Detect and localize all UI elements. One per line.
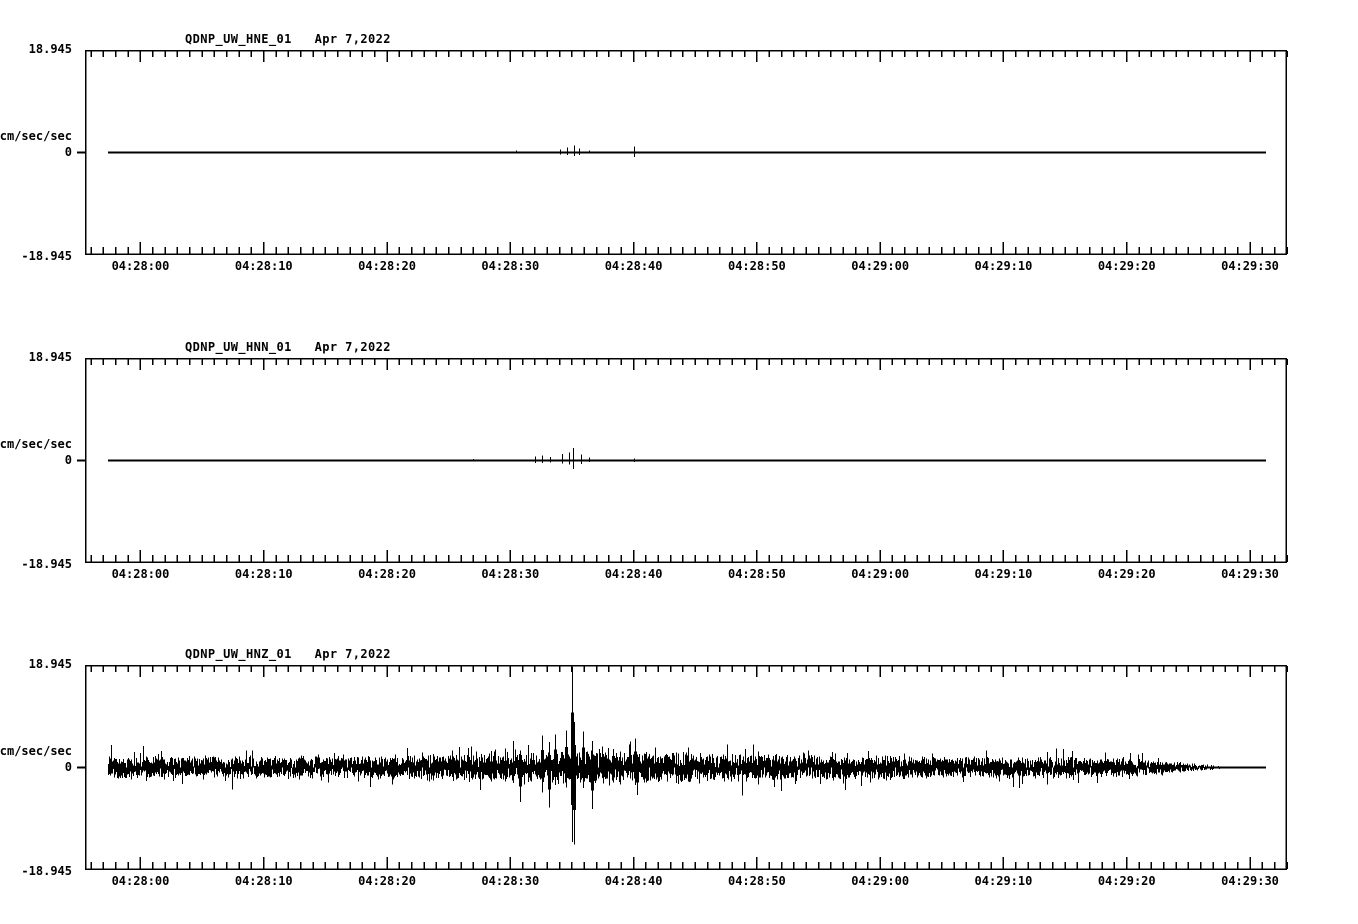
x-tick-label: 04:28:40 — [604, 259, 663, 273]
x-axis-ticks-hnz — [90, 666, 1288, 869]
x-axis-tick-labels-hne: 04:28:00 04:28:10 04:28:20 04:28:30 04:28:40… — [0, 259, 1358, 279]
x-tick-label: 04:29:20 — [1097, 259, 1156, 273]
seismogram-panel-hnz: QDNP_UW_HNZ_01 Apr 7,2022 18.945 cm/sec/se… — [0, 647, 1358, 888]
x-tick-label: 04:29:10 — [974, 259, 1033, 273]
x-axis-ticks-hnn — [90, 359, 1288, 562]
y-axis-min-label-hnz: -18.945 — [21, 864, 72, 878]
x-tick-label: 04:28:40 — [604, 874, 663, 888]
x-tick-label: 04:29:10 — [974, 874, 1033, 888]
x-tick-label: 04:29:00 — [851, 874, 910, 888]
waveform-trace-hne — [108, 145, 1266, 158]
y-axis-units-label-hne: cm/sec/sec — [0, 128, 72, 143]
x-tick-label: 04:28:20 — [358, 259, 416, 273]
panel-title-hnn: QDNP_UW_HNN_01 Apr 7,2022 — [185, 340, 391, 354]
y-axis-zero-label-hnz: 0 — [64, 759, 72, 774]
x-tick-label: 04:28:10 — [234, 259, 293, 273]
x-tick-label: 04:29:30 — [1221, 567, 1279, 581]
x-tick-label: 04:28:30 — [481, 874, 540, 888]
x-tick-label: 04:28:50 — [727, 567, 786, 581]
seismogram-panel-hnn: QDNP_UW_HNN_01 Apr 7,2022 18.945 cm/sec/se… — [0, 340, 1358, 581]
plot-area-hnn — [77, 358, 1288, 563]
y-axis-max-label-hne: 18.945 — [28, 42, 72, 56]
panel-title-hnz: QDNP_UW_HNZ_01 Apr 7,2022 — [185, 647, 391, 661]
y-axis-max-label-hnn: 18.945 — [28, 350, 72, 364]
y-axis-units-label-hnn: cm/sec/sec — [0, 436, 72, 451]
x-tick-label: 04:28:00 — [111, 567, 170, 581]
y-axis-min-label-hnn: -18.945 — [21, 557, 72, 571]
x-tick-label: 04:28:20 — [358, 874, 416, 888]
x-tick-label: 04:28:10 — [234, 567, 293, 581]
seismogram-panel-hne: QDNP_UW_HNE_01 Apr 7,2022 18.945 cm/sec/se… — [0, 32, 1358, 273]
x-tick-label: 04:28:50 — [727, 874, 786, 888]
x-tick-label: 04:29:10 — [974, 567, 1033, 581]
x-axis-ticks-hne — [90, 51, 1288, 254]
x-tick-label: 04:28:30 — [481, 259, 540, 273]
x-tick-label: 04:28:00 — [111, 259, 170, 273]
x-tick-label: 04:29:30 — [1221, 874, 1279, 888]
x-tick-label: 04:28:50 — [727, 259, 786, 273]
y-axis-zero-label-hnn: 0 — [64, 452, 72, 467]
x-tick-label: 04:28:00 — [111, 874, 170, 888]
y-axis-min-label-hne: -18.945 — [21, 249, 72, 263]
panel-title-hne: QDNP_UW_HNE_01 Apr 7,2022 — [185, 32, 391, 46]
waveform-trace-hnn — [108, 447, 1266, 470]
x-axis-tick-labels-hnz: 04:28:00 04:28:10 04:28:20 04:28:30 04:28:40… — [0, 874, 1358, 894]
y-axis-max-label-hnz: 18.945 — [28, 657, 72, 671]
x-tick-label: 04:29:00 — [851, 259, 910, 273]
x-tick-label: 04:28:40 — [604, 567, 663, 581]
x-tick-label: 04:28:20 — [358, 567, 416, 581]
y-axis-units-label-hnz: cm/sec/sec — [0, 743, 72, 758]
y-axis-zero-label-hne: 0 — [64, 144, 72, 159]
plot-area-hne — [77, 50, 1288, 255]
waveform-trace-hnz — [108, 667, 1266, 845]
x-tick-label: 04:28:10 — [234, 874, 293, 888]
x-tick-label: 04:29:30 — [1221, 259, 1279, 273]
x-tick-label: 04:29:20 — [1097, 567, 1156, 581]
plot-area-hnz — [77, 665, 1288, 870]
x-tick-label: 04:29:20 — [1097, 874, 1156, 888]
x-tick-label: 04:28:30 — [481, 567, 540, 581]
x-axis-tick-labels-hnn: 04:28:00 04:28:10 04:28:20 04:28:30 04:28:40… — [0, 567, 1358, 587]
x-tick-label: 04:29:00 — [851, 567, 910, 581]
